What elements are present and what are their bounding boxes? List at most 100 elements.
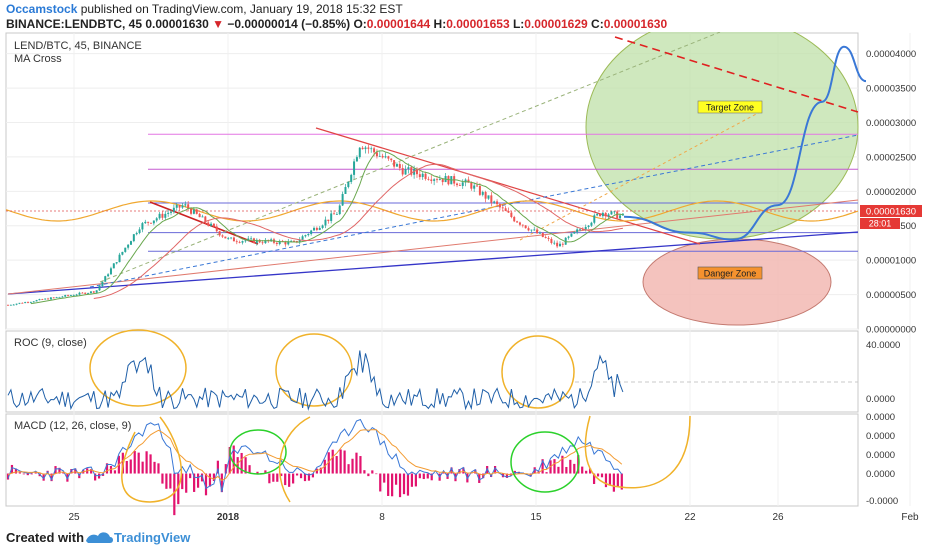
macd-bar (288, 473, 291, 487)
candle-body (521, 224, 524, 226)
macd-bar (90, 469, 93, 474)
signal-line (7, 429, 623, 482)
time-tick-label: 25 (68, 512, 80, 523)
candle-body (430, 179, 433, 181)
macd-bar (596, 473, 600, 477)
candle-body (210, 223, 213, 226)
macd-bar (236, 457, 239, 474)
candle-body (487, 195, 490, 199)
price-change: −0.00000014 (−0.85%) (227, 17, 351, 31)
candle-body (212, 223, 215, 227)
macd-tick-label: 0.0000 (866, 412, 895, 423)
time-axis[interactable]: 25 2018 8 15 22 26 Feb (68, 512, 919, 523)
candle-body (604, 212, 607, 217)
macd-pane-title[interactable]: MACD (12, 26, close, 9) (14, 420, 131, 432)
roc-pane[interactable] (5, 330, 859, 413)
candle-body (384, 156, 387, 158)
candle-body (190, 208, 193, 214)
macd-bar (30, 473, 33, 475)
candle-body (78, 292, 81, 295)
horizontal-levels (148, 133, 858, 252)
candle-body (584, 227, 587, 230)
macd-bar (224, 464, 227, 474)
macd-bar (426, 473, 429, 479)
candle-body (330, 213, 333, 221)
candle-body (67, 295, 70, 296)
high-label: H: (433, 17, 447, 31)
candle-body (518, 222, 521, 225)
macd-bar (161, 473, 164, 484)
candle-body (570, 233, 573, 237)
time-tick-label: 8 (379, 512, 385, 523)
candle-body (227, 238, 230, 240)
candle-body (510, 212, 513, 218)
candle-body (9, 304, 12, 306)
target-zone-box (697, 100, 763, 114)
candle-body (95, 290, 98, 293)
candle-body (458, 185, 461, 186)
candle-body (21, 302, 24, 304)
price-tick-label: 0.00000000 (866, 325, 916, 336)
candle-body (15, 303, 18, 305)
candle-body (304, 235, 307, 237)
macd-tick-label: 0.0000 (866, 431, 895, 442)
candle-body (158, 213, 161, 219)
macd-bar (371, 470, 374, 474)
candle-body (178, 204, 181, 208)
tradingview-brand[interactable]: TradingView (114, 530, 191, 545)
ohlc-line: BINANCE:LENDBTC, 45 0.00001630 ▼ −0.0000… (6, 17, 667, 31)
candle-body (89, 291, 92, 294)
macd-axis[interactable]: -0.0000 0.0000 0.0000 0.0000 0.0000 (866, 412, 898, 507)
candle-body (298, 239, 301, 243)
candle-body (118, 254, 121, 263)
candle-body (195, 209, 198, 214)
macd-bar (553, 459, 556, 474)
roc-axis[interactable]: 0.0000 40.0000 (866, 340, 900, 405)
macd-bar (264, 470, 267, 474)
macd-bar (339, 449, 342, 474)
candle-body (504, 208, 507, 212)
current-price: 0.00001630 (145, 17, 209, 31)
macd-pane[interactable] (5, 413, 859, 507)
candle-body (558, 243, 561, 247)
candle-body (556, 242, 559, 247)
macd-bar (359, 456, 362, 474)
ma-cross-label[interactable]: MA Cross (14, 53, 62, 65)
candle-body (507, 211, 510, 213)
macd-bar (379, 473, 382, 492)
macd-bar (129, 459, 132, 474)
macd-bar (616, 473, 619, 487)
macd-bar (228, 446, 231, 474)
macd-bar (181, 473, 184, 490)
macd-bar (581, 466, 584, 474)
candle-body (393, 160, 396, 167)
macd-bar (145, 451, 148, 474)
tradingview-logo-icon[interactable] (84, 527, 204, 549)
candle-body (524, 225, 527, 229)
macd-bar (418, 473, 421, 479)
candle-body (607, 214, 610, 217)
candle-body (476, 185, 479, 187)
macd-bar (141, 461, 144, 474)
candle-body (538, 232, 541, 234)
candle-body (344, 187, 347, 194)
chart-canvas[interactable]: Target Zone Danger Zone LEND/BTC, 45, BI… (0, 32, 932, 524)
macd-bar (280, 473, 283, 477)
candle-body (181, 205, 184, 208)
roc-tick-label: 40.0000 (866, 340, 900, 351)
price-tick-label: 0.00000500 (866, 290, 916, 301)
price-axis[interactable]: 0.000000000.000005000.000010000.00001500… (866, 49, 916, 335)
macd-bar (565, 466, 568, 474)
macd-bar (450, 467, 453, 474)
macd-tick-label: -0.0000 (866, 496, 898, 507)
macd-bar (204, 473, 208, 496)
candle-body (576, 229, 579, 232)
candle-body (613, 211, 616, 213)
author-name[interactable]: Occamstock (6, 2, 78, 16)
candle-body (127, 244, 130, 248)
candle-body (481, 192, 484, 195)
candle-body (224, 236, 227, 239)
candle-body (207, 222, 210, 226)
roc-pane-title[interactable]: ROC (9, close) (14, 337, 87, 349)
candle-body (55, 297, 58, 298)
